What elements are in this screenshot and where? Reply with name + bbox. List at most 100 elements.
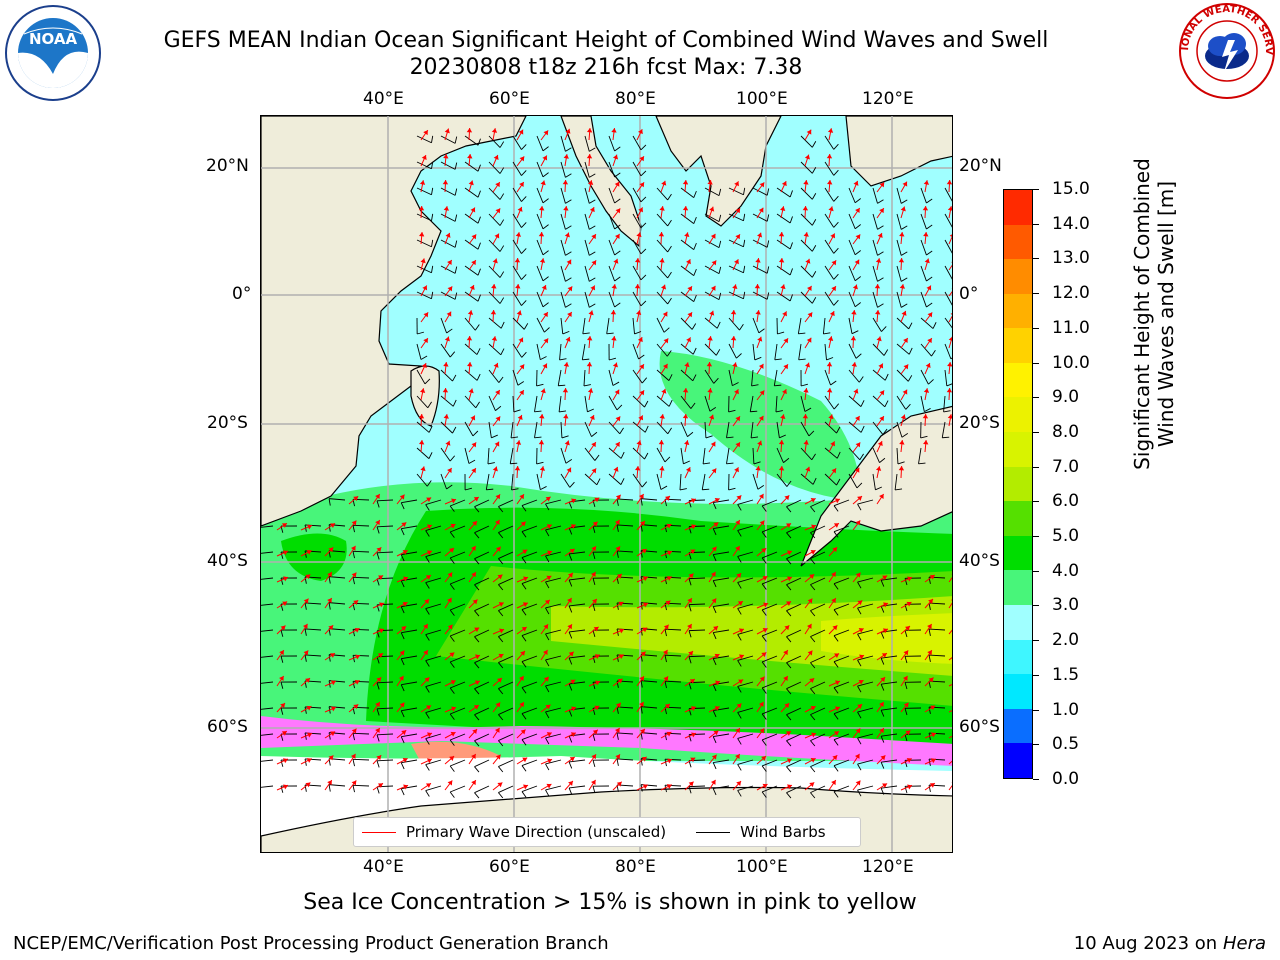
wind-barb	[521, 655, 538, 668]
wind-barb	[512, 369, 525, 386]
wave-direction-arrow	[778, 439, 785, 453]
wind-barb	[536, 239, 549, 256]
wave-direction-arrow	[900, 758, 912, 765]
wind-barb	[776, 239, 793, 250]
wave-direction-arrow	[876, 207, 885, 219]
wave-direction-arrow	[588, 468, 597, 479]
wave-direction-arrow	[923, 440, 929, 453]
wind-barb	[680, 395, 696, 409]
wave-direction-arrow	[372, 701, 381, 713]
wave-direction-arrow	[444, 336, 450, 349]
wave-direction-arrow	[444, 467, 453, 479]
wave-direction-arrow	[924, 758, 937, 765]
wind-barb	[425, 655, 442, 667]
wind-barb	[608, 343, 617, 361]
wind-barb	[726, 421, 734, 439]
colorbar-tick-mark	[1033, 362, 1039, 364]
wave-direction-arrow	[948, 234, 952, 245]
wave-direction-arrow	[756, 602, 769, 609]
wind-barb	[737, 733, 754, 745]
wind-barb	[536, 317, 550, 333]
wave-direction-arrow	[564, 311, 573, 323]
wave-direction-arrow	[924, 574, 936, 583]
wave-direction-arrow	[324, 680, 337, 687]
colorbar-tick-mark	[1033, 779, 1039, 780]
wave-direction-arrow	[636, 128, 643, 141]
wave-direction-arrow	[372, 676, 382, 687]
wave-direction-arrow	[468, 467, 477, 479]
colorbar-label-line2: Wind Waves and Swell [m]	[1154, 180, 1178, 448]
wind-barb	[568, 759, 586, 769]
wind-barb	[498, 551, 514, 565]
wave-direction-arrow	[660, 624, 670, 635]
wave-direction-arrow	[900, 675, 908, 687]
wind-barb	[376, 655, 394, 664]
wind-barb	[536, 473, 547, 491]
wave-direction-arrow	[492, 416, 501, 427]
wave-direction-arrow	[564, 286, 573, 297]
wind-barb	[376, 499, 394, 508]
wind-barb	[400, 707, 418, 718]
wind-barb	[449, 577, 466, 590]
wave-direction-arrow	[444, 259, 453, 271]
wind-barb	[737, 707, 754, 719]
wind-barb	[688, 603, 706, 612]
wave-direction-arrow	[708, 754, 717, 765]
wave-direction-arrow	[948, 683, 952, 687]
wave-direction-arrow	[732, 362, 738, 375]
lat-tick-left: 0°	[232, 284, 252, 304]
wind-barb	[752, 447, 761, 465]
wave-direction-arrow	[636, 207, 643, 219]
wind-barb	[737, 577, 754, 589]
wave-direction-arrow	[276, 601, 288, 609]
wave-direction-arrow	[372, 575, 384, 583]
wave-direction-arrow	[948, 781, 952, 791]
wind-barb	[261, 759, 274, 762]
wind-barb	[786, 551, 802, 565]
wind-barb	[857, 759, 874, 771]
wind-barb	[592, 759, 610, 768]
wind-barb	[400, 551, 418, 562]
wave-direction-arrow	[348, 572, 357, 583]
wind-barb	[560, 187, 572, 204]
wave-direction-arrow	[564, 706, 577, 713]
wave-direction-arrow	[803, 440, 809, 453]
colorbar-segment	[1004, 639, 1032, 675]
wave-direction-arrow	[634, 283, 641, 297]
wind-barb	[521, 525, 538, 538]
wave-direction-arrow	[852, 180, 859, 193]
wave-direction-arrow	[875, 466, 882, 479]
wind-barb	[800, 135, 817, 148]
wind-barb	[872, 239, 884, 256]
wave-direction-arrow	[684, 524, 697, 531]
wind-barb	[704, 265, 722, 275]
wind-barb	[704, 187, 722, 197]
wave-direction-arrow	[828, 546, 838, 557]
wind-barb	[704, 239, 722, 249]
wave-direction-arrow	[516, 729, 526, 739]
colorbar-tick-mark	[1033, 501, 1039, 503]
colorbar	[1003, 189, 1033, 779]
wind-barb	[592, 655, 610, 664]
wave-direction-arrow	[924, 337, 933, 349]
wave-direction-arrow	[515, 232, 522, 245]
wave-direction-arrow	[802, 205, 809, 219]
wave-direction-arrow	[396, 650, 405, 661]
wave-direction-arrow	[492, 727, 500, 739]
wind-barb	[440, 187, 458, 196]
wave-direction-arrow	[418, 413, 425, 427]
wind-barb	[608, 473, 625, 485]
wind-barb	[848, 317, 859, 335]
wave-direction-arrow	[564, 651, 575, 661]
wind-barb	[761, 733, 778, 746]
wave-direction-arrow	[828, 336, 834, 349]
wave-direction-arrow	[804, 677, 815, 687]
wind-barb	[536, 135, 549, 152]
wave-direction-arrow	[756, 440, 763, 453]
wave-direction-arrow	[396, 702, 405, 713]
wave-direction-arrow	[732, 780, 742, 791]
wave-direction-arrow	[468, 545, 477, 557]
wave-direction-arrow	[564, 732, 577, 739]
wave-direction-arrow	[492, 546, 502, 557]
wave-direction-arrow	[588, 705, 600, 713]
